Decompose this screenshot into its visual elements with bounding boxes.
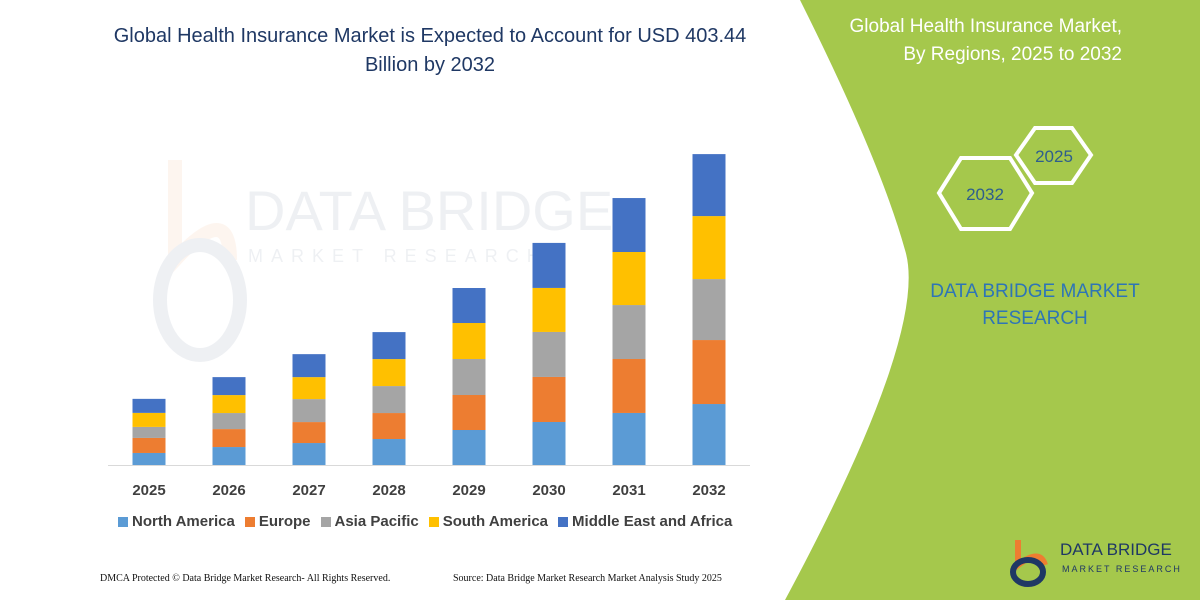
bar-segment-middle-east-and-africa-2027 bbox=[292, 354, 326, 378]
bar-segment-middle-east-and-africa-2026 bbox=[212, 377, 246, 396]
x-tick-label: 2031 bbox=[612, 482, 645, 499]
bar-segment-south-america-2029 bbox=[452, 323, 486, 360]
bar-segment-asia-pacific-2031 bbox=[612, 305, 646, 360]
side-title-line1: Global Health Insurance Market, bbox=[849, 16, 1122, 37]
hexagon-2032: 2032 bbox=[936, 156, 1035, 231]
bar-segment-north-america-2025 bbox=[132, 452, 166, 465]
bar-segment-middle-east-and-africa-2031 bbox=[612, 198, 646, 253]
legend-item-middle-east-africa: Middle East and Africa bbox=[558, 513, 732, 530]
bar-segment-europe-2029 bbox=[452, 395, 486, 431]
legend: North America Europe Asia Pacific South … bbox=[118, 513, 732, 530]
legend-item-asia-pacific: Asia Pacific bbox=[320, 513, 419, 530]
hexagon-label: 2025 bbox=[1035, 147, 1073, 166]
bar-segment-north-america-2032 bbox=[692, 404, 726, 465]
bar-segment-north-america-2026 bbox=[212, 447, 246, 465]
bar-segment-asia-pacific-2032 bbox=[692, 279, 726, 341]
x-tick-label: 2030 bbox=[532, 482, 565, 499]
brand-line1: DATA BRIDGE MARKET bbox=[930, 281, 1140, 302]
hexagon-2025: 2025 bbox=[1013, 126, 1094, 185]
bar-segment-asia-pacific-2030 bbox=[532, 331, 566, 377]
svg-text:DATA BRIDGE: DATA BRIDGE bbox=[245, 179, 613, 242]
bar-segment-north-america-2027 bbox=[292, 443, 326, 465]
bar-segment-north-america-2030 bbox=[532, 421, 566, 465]
bar-segment-middle-east-and-africa-2029 bbox=[452, 288, 486, 324]
footer-copyright: DMCA Protected © Data Bridge Market Rese… bbox=[100, 573, 391, 584]
bar-segment-middle-east-and-africa-2030 bbox=[532, 242, 566, 288]
brand-text: DATA BRIDGE MARKET RESEARCH bbox=[915, 278, 1155, 332]
bar-segment-south-america-2028 bbox=[372, 359, 406, 387]
logo-icon bbox=[1010, 540, 1048, 587]
x-tick-label: 2028 bbox=[372, 482, 405, 499]
side-title-line2: By Regions, 2025 to 2032 bbox=[903, 44, 1122, 65]
green-panel bbox=[785, 0, 1200, 600]
bar-segment-asia-pacific-2027 bbox=[292, 399, 326, 423]
x-tick-label: 2025 bbox=[132, 482, 165, 499]
bar-segment-asia-pacific-2025 bbox=[132, 426, 166, 438]
x-tick-label: 2027 bbox=[292, 482, 325, 499]
brand-line2: RESEARCH bbox=[982, 308, 1088, 329]
bar-segment-south-america-2025 bbox=[132, 412, 166, 427]
bar-segment-south-america-2026 bbox=[212, 395, 246, 414]
bar-segment-south-america-2031 bbox=[612, 252, 646, 306]
bar-segment-europe-2031 bbox=[612, 359, 646, 413]
bar-segment-asia-pacific-2029 bbox=[452, 359, 486, 396]
bar-segment-north-america-2028 bbox=[372, 439, 406, 465]
bar-segment-north-america-2029 bbox=[452, 430, 486, 465]
bar-segment-middle-east-and-africa-2028 bbox=[372, 332, 406, 360]
chart-title: Global Health Insurance Market is Expect… bbox=[113, 25, 747, 76]
legend-item-europe: Europe bbox=[244, 513, 311, 530]
bar-segment-europe-2026 bbox=[212, 429, 246, 448]
x-tick-label: 2029 bbox=[452, 482, 485, 499]
footer-source: Source: Data Bridge Market Research Mark… bbox=[453, 573, 722, 584]
hexagon-label: 2032 bbox=[966, 185, 1004, 204]
stacked-bar-chart: 2025 2026 2027 2028 2029 2030 2031 2032 bbox=[108, 154, 750, 499]
bar-segment-north-america-2031 bbox=[612, 412, 646, 465]
legend-item-south-america: South America bbox=[428, 513, 548, 530]
watermark-logo: DATA BRIDGE MARKET RESEARCH bbox=[153, 160, 613, 362]
bar-segment-south-america-2030 bbox=[532, 287, 566, 332]
bar-segment-middle-east-and-africa-2032 bbox=[692, 154, 726, 217]
bar-segment-europe-2027 bbox=[292, 422, 326, 444]
bar-segment-europe-2032 bbox=[692, 340, 726, 405]
legend-item-north-america: North America bbox=[118, 513, 235, 530]
bar-segment-asia-pacific-2026 bbox=[212, 413, 246, 430]
bar-segment-asia-pacific-2028 bbox=[372, 386, 406, 414]
bar-segment-europe-2028 bbox=[372, 413, 406, 440]
bar-segment-south-america-2032 bbox=[692, 216, 726, 280]
bar-segment-europe-2030 bbox=[532, 376, 566, 422]
logo-name: DATA BRIDGE bbox=[1060, 540, 1172, 559]
x-tick-label: 2026 bbox=[212, 482, 245, 499]
svg-text:MARKET RESEARCH: MARKET RESEARCH bbox=[248, 246, 548, 266]
x-tick-label: 2032 bbox=[692, 482, 725, 499]
bar-segment-south-america-2027 bbox=[292, 377, 326, 400]
bar-segment-europe-2025 bbox=[132, 437, 166, 453]
bar-segment-middle-east-and-africa-2025 bbox=[132, 398, 166, 413]
logo-sub: MARKET RESEARCH bbox=[1062, 564, 1182, 574]
